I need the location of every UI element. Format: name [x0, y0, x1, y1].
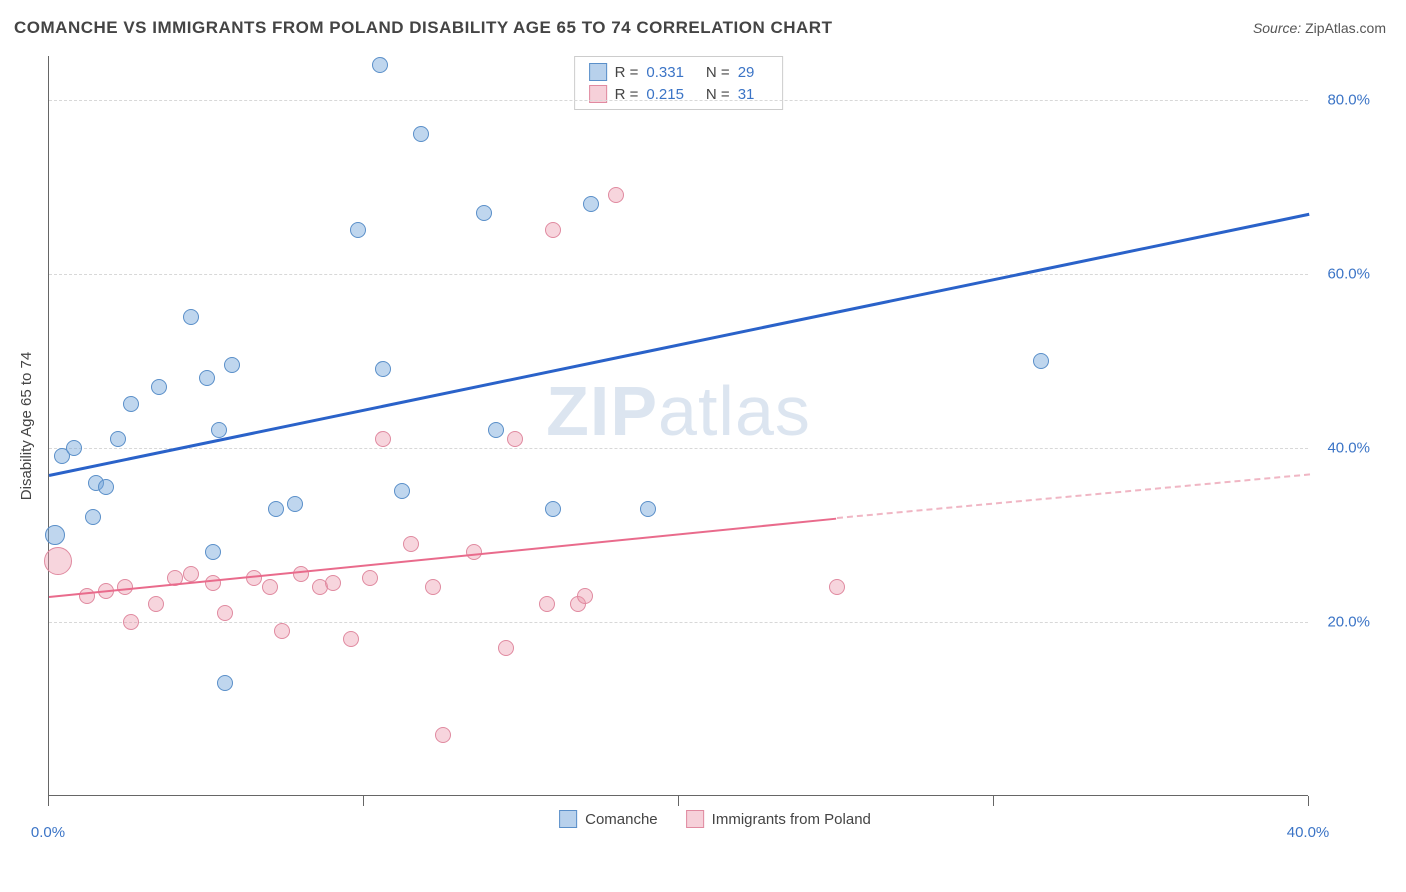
data-point — [217, 605, 233, 621]
swatch-pink — [686, 810, 704, 828]
y-tick-label: 40.0% — [1327, 439, 1370, 456]
data-point — [205, 544, 221, 560]
data-point — [545, 222, 561, 238]
n-value-comanche: 29 — [738, 64, 755, 81]
data-point — [403, 536, 419, 552]
data-point — [183, 309, 199, 325]
data-point — [287, 496, 303, 512]
data-point — [372, 57, 388, 73]
data-point — [66, 440, 82, 456]
data-point — [476, 205, 492, 221]
data-point — [110, 431, 126, 447]
x-tick — [993, 796, 994, 806]
x-tick — [1308, 796, 1309, 806]
watermark-zip: ZIP — [546, 372, 658, 450]
data-point — [375, 431, 391, 447]
data-point — [79, 588, 95, 604]
trend-line — [836, 474, 1309, 520]
legend-label-poland: Immigrants from Poland — [712, 811, 871, 828]
data-point — [425, 579, 441, 595]
data-point — [608, 187, 624, 203]
y-tick-label: 60.0% — [1327, 265, 1370, 282]
data-point — [217, 675, 233, 691]
data-point — [539, 596, 555, 612]
data-point — [151, 379, 167, 395]
data-point — [211, 422, 227, 438]
correlation-chart: Disability Age 65 to 74 ZIPatlas R = 0.3… — [48, 56, 1382, 836]
data-point — [148, 596, 164, 612]
gridline — [49, 622, 1308, 623]
x-tick-label: 40.0% — [1287, 824, 1330, 841]
source-label: Source: — [1253, 20, 1301, 36]
x-tick-label: 0.0% — [31, 824, 65, 841]
y-axis-title: Disability Age 65 to 74 — [18, 352, 35, 500]
legend-item-poland: Immigrants from Poland — [686, 810, 871, 828]
data-point — [829, 579, 845, 595]
watermark-atlas: atlas — [658, 372, 811, 450]
data-point — [293, 566, 309, 582]
series-legend: Comanche Immigrants from Poland — [559, 810, 871, 828]
swatch-blue — [559, 810, 577, 828]
data-point — [325, 575, 341, 591]
data-point — [224, 357, 240, 373]
stats-legend: R = 0.331 N = 29 R = 0.215 N = 31 — [574, 56, 784, 110]
legend-label-comanche: Comanche — [585, 811, 658, 828]
watermark: ZIPatlas — [546, 371, 811, 451]
data-point — [413, 126, 429, 142]
data-point — [199, 370, 215, 386]
data-point — [246, 570, 262, 586]
data-point — [274, 623, 290, 639]
data-point — [640, 501, 656, 517]
data-point — [268, 501, 284, 517]
data-point — [1033, 353, 1049, 369]
legend-item-comanche: Comanche — [559, 810, 658, 828]
data-point — [362, 570, 378, 586]
trend-line — [49, 517, 837, 597]
x-tick — [48, 796, 49, 806]
data-point — [183, 566, 199, 582]
data-point — [350, 222, 366, 238]
trend-line — [49, 213, 1310, 477]
gridline — [49, 274, 1308, 275]
data-point — [44, 547, 72, 575]
legend-row-poland: R = 0.215 N = 31 — [589, 83, 769, 105]
source-value: ZipAtlas.com — [1305, 20, 1386, 36]
data-point — [343, 631, 359, 647]
data-point — [577, 588, 593, 604]
data-point — [583, 196, 599, 212]
y-tick-label: 80.0% — [1327, 91, 1370, 108]
legend-row-comanche: R = 0.331 N = 29 — [589, 61, 769, 83]
data-point — [394, 483, 410, 499]
data-point — [507, 431, 523, 447]
data-point — [545, 501, 561, 517]
x-tick — [678, 796, 679, 806]
data-point — [498, 640, 514, 656]
r-value-comanche: 0.331 — [646, 64, 684, 81]
r-label: R = — [615, 64, 639, 81]
data-point — [98, 479, 114, 495]
source-attribution: Source: ZipAtlas.com — [1253, 20, 1386, 36]
data-point — [488, 422, 504, 438]
data-point — [205, 575, 221, 591]
n-label: N = — [706, 64, 730, 81]
data-point — [123, 396, 139, 412]
gridline — [49, 448, 1308, 449]
data-point — [123, 614, 139, 630]
swatch-blue — [589, 63, 607, 81]
y-tick-label: 20.0% — [1327, 613, 1370, 630]
x-tick — [363, 796, 364, 806]
data-point — [45, 525, 65, 545]
data-point — [85, 509, 101, 525]
gridline — [49, 100, 1308, 101]
data-point — [435, 727, 451, 743]
chart-title: COMANCHE VS IMMIGRANTS FROM POLAND DISAB… — [14, 18, 832, 38]
data-point — [375, 361, 391, 377]
data-point — [262, 579, 278, 595]
plot-area: ZIPatlas R = 0.331 N = 29 R = 0.215 N = … — [48, 56, 1308, 796]
